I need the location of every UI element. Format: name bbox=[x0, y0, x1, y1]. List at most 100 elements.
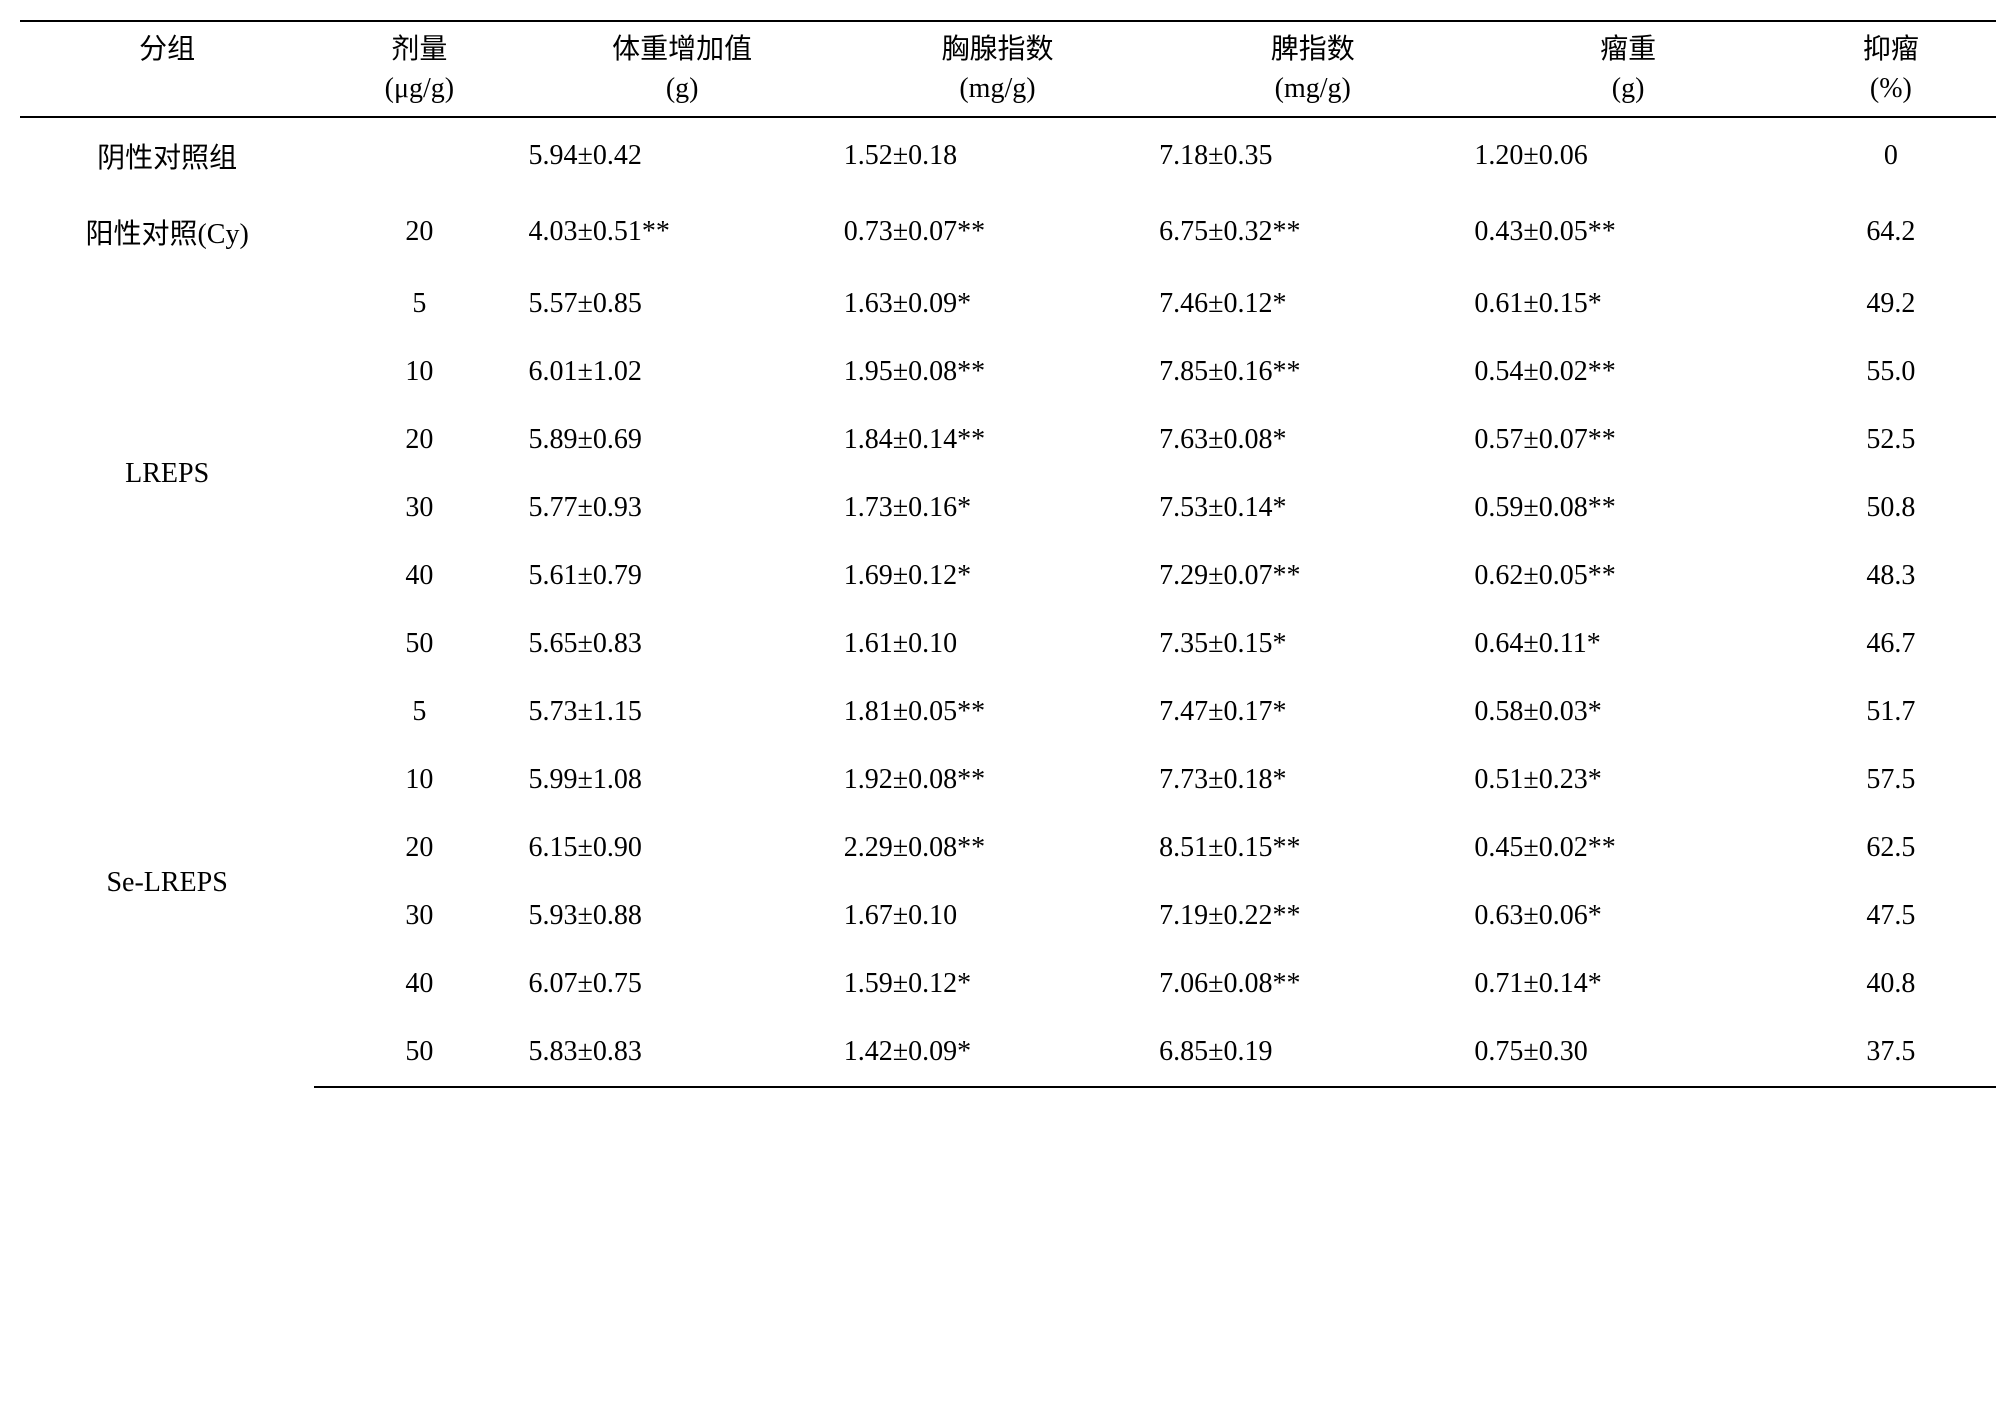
cell-weight-gain: 6.07±0.75 bbox=[524, 950, 839, 1018]
cell-spleen-index: 7.53±0.14* bbox=[1155, 474, 1470, 542]
table-row: 106.01±1.021.95±0.08**7.85±0.16**0.54±0.… bbox=[20, 338, 1996, 406]
cell-spleen-index: 7.46±0.12* bbox=[1155, 270, 1470, 338]
cell-tumor-weight: 0.45±0.02** bbox=[1470, 814, 1785, 882]
cell-group: 阴性对照组 bbox=[20, 117, 314, 194]
cell-tumor-weight: 0.64±0.11* bbox=[1470, 610, 1785, 678]
cell-weight-gain: 5.77±0.93 bbox=[524, 474, 839, 542]
cell-inhibition: 49.2 bbox=[1786, 270, 1996, 338]
cell-weight-gain: 5.61±0.79 bbox=[524, 542, 839, 610]
cell-dose bbox=[314, 117, 524, 194]
cell-weight-gain: 5.93±0.88 bbox=[524, 882, 839, 950]
cell-thymus-index: 1.42±0.09* bbox=[840, 1018, 1155, 1087]
cell-inhibition: 64.2 bbox=[1786, 194, 1996, 270]
cell-thymus-index: 1.73±0.16* bbox=[840, 474, 1155, 542]
cell-thymus-index: 1.84±0.14** bbox=[840, 406, 1155, 474]
cell-thymus-index: 2.29±0.08** bbox=[840, 814, 1155, 882]
cell-dose: 10 bbox=[314, 746, 524, 814]
cell-inhibition: 51.7 bbox=[1786, 678, 1996, 746]
cell-dose: 30 bbox=[314, 474, 524, 542]
header-group: 分组 bbox=[20, 21, 314, 117]
cell-thymus-index: 1.95±0.08** bbox=[840, 338, 1155, 406]
cell-spleen-index: 7.06±0.08** bbox=[1155, 950, 1470, 1018]
cell-weight-gain: 5.65±0.83 bbox=[524, 610, 839, 678]
cell-tumor-weight: 0.61±0.15* bbox=[1470, 270, 1785, 338]
cell-thymus-index: 1.59±0.12* bbox=[840, 950, 1155, 1018]
cell-weight-gain: 4.03±0.51** bbox=[524, 194, 839, 270]
cell-dose: 20 bbox=[314, 194, 524, 270]
cell-spleen-index: 7.18±0.35 bbox=[1155, 117, 1470, 194]
cell-weight-gain: 5.94±0.42 bbox=[524, 117, 839, 194]
cell-spleen-index: 6.75±0.32** bbox=[1155, 194, 1470, 270]
cell-thymus-index: 1.69±0.12* bbox=[840, 542, 1155, 610]
table-row: Se-LREPS55.73±1.151.81±0.05**7.47±0.17*0… bbox=[20, 678, 1996, 746]
table-body: 阴性对照组 5.94±0.421.52±0.187.18±0.351.20±0.0… bbox=[20, 117, 1996, 1087]
cell-weight-gain: 6.15±0.90 bbox=[524, 814, 839, 882]
cell-thymus-index: 1.61±0.10 bbox=[840, 610, 1155, 678]
cell-tumor-weight: 0.75±0.30 bbox=[1470, 1018, 1785, 1087]
table-row: 205.89±0.691.84±0.14**7.63±0.08*0.57±0.0… bbox=[20, 406, 1996, 474]
cell-spleen-index: 7.85±0.16** bbox=[1155, 338, 1470, 406]
cell-dose: 20 bbox=[314, 406, 524, 474]
cell-inhibition: 52.5 bbox=[1786, 406, 1996, 474]
cell-spleen-index: 7.29±0.07** bbox=[1155, 542, 1470, 610]
table-row: 406.07±0.751.59±0.12*7.06±0.08**0.71±0.1… bbox=[20, 950, 1996, 1018]
cell-dose: 20 bbox=[314, 814, 524, 882]
cell-weight-gain: 5.83±0.83 bbox=[524, 1018, 839, 1087]
cell-weight-gain: 5.99±1.08 bbox=[524, 746, 839, 814]
cell-dose: 5 bbox=[314, 270, 524, 338]
cell-inhibition: 55.0 bbox=[1786, 338, 1996, 406]
cell-inhibition: 37.5 bbox=[1786, 1018, 1996, 1087]
cell-spleen-index: 8.51±0.15** bbox=[1155, 814, 1470, 882]
cell-tumor-weight: 0.62±0.05** bbox=[1470, 542, 1785, 610]
cell-dose: 30 bbox=[314, 882, 524, 950]
cell-tumor-weight: 0.51±0.23* bbox=[1470, 746, 1785, 814]
cell-inhibition: 47.5 bbox=[1786, 882, 1996, 950]
data-table: 分组 剂量 (μg/g) 体重增加值 (g) 胸腺指数 (mg/g) 脾指数 (… bbox=[20, 20, 1996, 1088]
cell-tumor-weight: 1.20±0.06 bbox=[1470, 117, 1785, 194]
cell-thymus-index: 0.73±0.07** bbox=[840, 194, 1155, 270]
cell-tumor-weight: 0.43±0.05** bbox=[1470, 194, 1785, 270]
cell-dose: 40 bbox=[314, 542, 524, 610]
cell-inhibition: 40.8 bbox=[1786, 950, 1996, 1018]
table-row: 206.15±0.902.29±0.08**8.51±0.15**0.45±0.… bbox=[20, 814, 1996, 882]
cell-tumor-weight: 0.63±0.06* bbox=[1470, 882, 1785, 950]
cell-inhibition: 57.5 bbox=[1786, 746, 1996, 814]
cell-weight-gain: 6.01±1.02 bbox=[524, 338, 839, 406]
table-row: 阴性对照组 5.94±0.421.52±0.187.18±0.351.20±0.0… bbox=[20, 117, 1996, 194]
cell-dose: 10 bbox=[314, 338, 524, 406]
cell-spleen-index: 7.47±0.17* bbox=[1155, 678, 1470, 746]
table-row: LREPS55.57±0.851.63±0.09*7.46±0.12*0.61±… bbox=[20, 270, 1996, 338]
cell-dose: 50 bbox=[314, 1018, 524, 1087]
header-weight-gain: 体重增加值 (g) bbox=[524, 21, 839, 117]
table-row: 505.65±0.831.61±0.107.35±0.15*0.64±0.11*… bbox=[20, 610, 1996, 678]
cell-inhibition: 48.3 bbox=[1786, 542, 1996, 610]
table-row: 阳性对照(Cy)204.03±0.51**0.73±0.07**6.75±0.3… bbox=[20, 194, 1996, 270]
cell-weight-gain: 5.57±0.85 bbox=[524, 270, 839, 338]
cell-thymus-index: 1.52±0.18 bbox=[840, 117, 1155, 194]
header-dose: 剂量 (μg/g) bbox=[314, 21, 524, 117]
cell-dose: 50 bbox=[314, 610, 524, 678]
cell-weight-gain: 5.89±0.69 bbox=[524, 406, 839, 474]
cell-inhibition: 0 bbox=[1786, 117, 1996, 194]
table-row: 405.61±0.791.69±0.12*7.29±0.07**0.62±0.0… bbox=[20, 542, 1996, 610]
table-row: 505.83±0.831.42±0.09*6.85±0.190.75±0.303… bbox=[20, 1018, 1996, 1087]
cell-weight-gain: 5.73±1.15 bbox=[524, 678, 839, 746]
cell-tumor-weight: 0.71±0.14* bbox=[1470, 950, 1785, 1018]
table-row: 305.93±0.881.67±0.107.19±0.22**0.63±0.06… bbox=[20, 882, 1996, 950]
cell-group: Se-LREPS bbox=[20, 678, 314, 1087]
header-tumor-weight: 瘤重 (g) bbox=[1470, 21, 1785, 117]
cell-tumor-weight: 0.58±0.03* bbox=[1470, 678, 1785, 746]
cell-tumor-weight: 0.54±0.02** bbox=[1470, 338, 1785, 406]
table-row: 105.99±1.081.92±0.08**7.73±0.18*0.51±0.2… bbox=[20, 746, 1996, 814]
cell-spleen-index: 7.19±0.22** bbox=[1155, 882, 1470, 950]
table-header: 分组 剂量 (μg/g) 体重增加值 (g) 胸腺指数 (mg/g) 脾指数 (… bbox=[20, 21, 1996, 117]
cell-spleen-index: 7.73±0.18* bbox=[1155, 746, 1470, 814]
cell-inhibition: 62.5 bbox=[1786, 814, 1996, 882]
cell-inhibition: 50.8 bbox=[1786, 474, 1996, 542]
header-spleen-index: 脾指数 (mg/g) bbox=[1155, 21, 1470, 117]
table-row: 305.77±0.931.73±0.16*7.53±0.14*0.59±0.08… bbox=[20, 474, 1996, 542]
cell-inhibition: 46.7 bbox=[1786, 610, 1996, 678]
cell-thymus-index: 1.92±0.08** bbox=[840, 746, 1155, 814]
cell-thymus-index: 1.67±0.10 bbox=[840, 882, 1155, 950]
cell-thymus-index: 1.81±0.05** bbox=[840, 678, 1155, 746]
